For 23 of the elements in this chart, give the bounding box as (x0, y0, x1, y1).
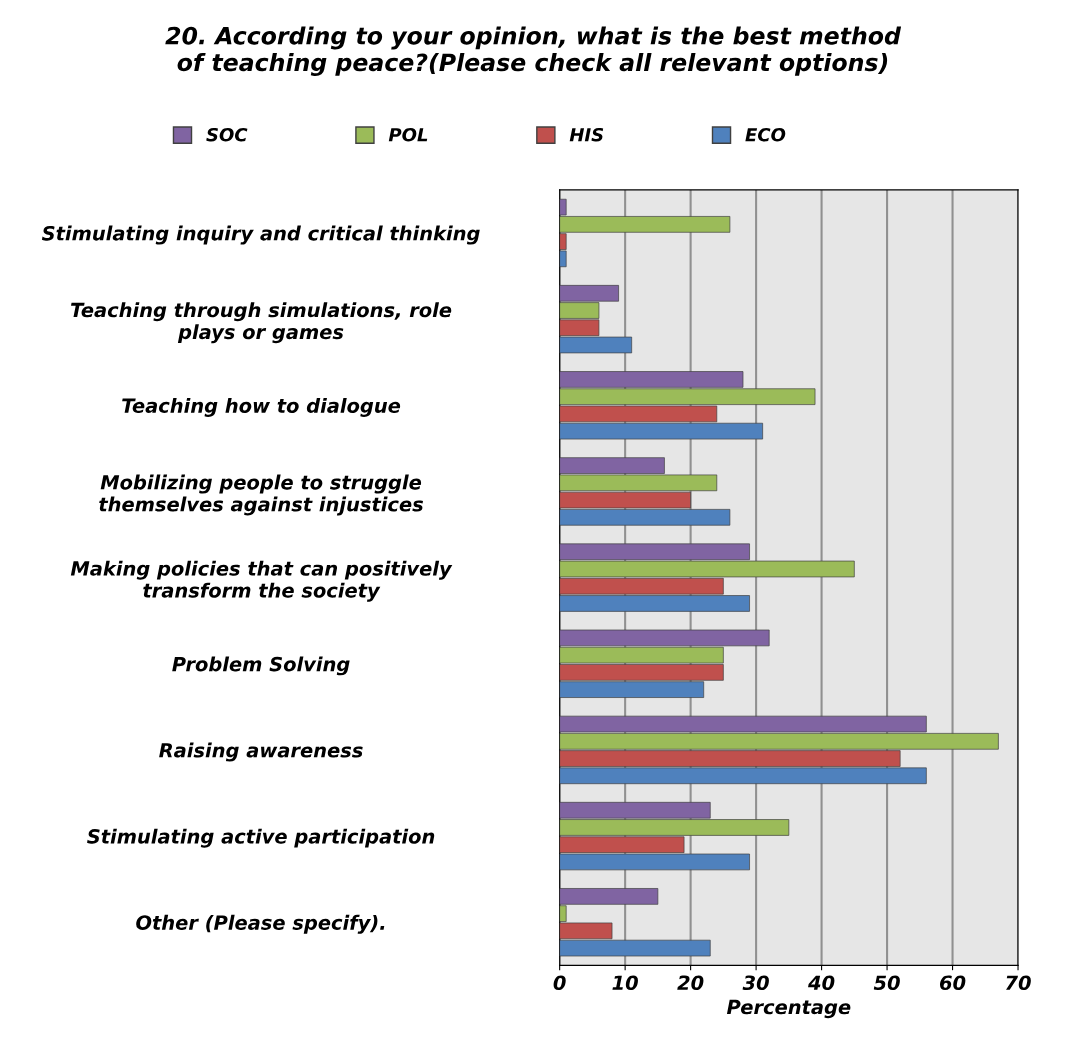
x-tick-label: 0 (553, 975, 566, 991)
y-tick-label: Teaching how to dialogue (122, 397, 401, 417)
x-tick-label: 40 (808, 975, 835, 991)
x-tick-label: 60 (939, 975, 966, 991)
y-tick-label: Problem Solving (172, 656, 350, 676)
legend-label: POL (388, 127, 428, 142)
y-tick-label: Raising awareness (159, 742, 363, 762)
x-tick-label: 10 (612, 975, 638, 991)
legend-label: SOC (206, 127, 248, 142)
y-tick-label: Making policies that can positively transform the society (70, 560, 453, 602)
x-tick-label: 30 (742, 975, 769, 991)
y-tick-label: Other (Please specify). (136, 914, 385, 934)
y-tick-label: Stimulating active participation (87, 828, 435, 848)
x-axis-title: Percentage (726, 999, 851, 1019)
x-tick-label: 20 (677, 975, 704, 991)
chart-title: 20. According to your opinion, what is the best method of teaching peace?(Please check all relevant options) (165, 26, 902, 77)
legend-label: HIS (569, 127, 604, 142)
legend-label: ECO (745, 127, 786, 142)
y-tick-label: Teaching through simulations, role plays or games (71, 302, 452, 344)
x-tick-label: 70 (1006, 975, 1031, 991)
y-tick-label: Mobilizing people to struggle themselves against injustices (99, 474, 424, 516)
x-tick-label: 50 (873, 975, 900, 991)
y-tick-label: Stimulating inquiry and critical thinking (41, 225, 480, 245)
